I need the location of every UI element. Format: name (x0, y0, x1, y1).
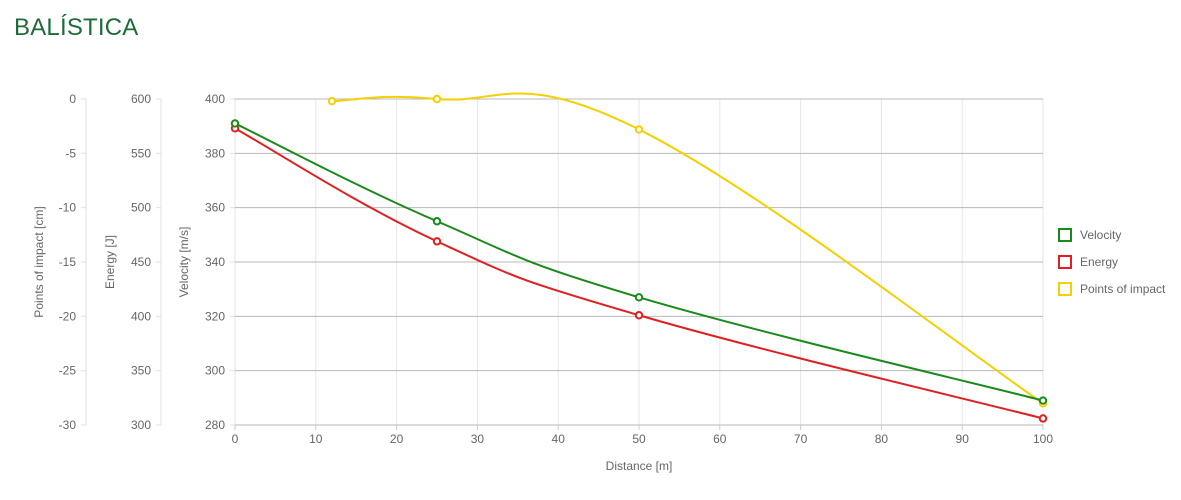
velocity-tick-label: 340 (205, 255, 225, 269)
velocity-point[interactable] (1038, 396, 1048, 405)
points-of-impact-point[interactable] (327, 96, 337, 106)
poi-tick-label: -25 (59, 364, 77, 378)
series-points-of-impact (327, 92, 1048, 408)
legend-swatch (1058, 255, 1072, 269)
x-tick-label: 30 (471, 432, 485, 446)
velocity-axis-title: Velocity [m/s] (177, 227, 191, 298)
poi-tick-label: -10 (59, 201, 77, 215)
velocity-point[interactable] (634, 293, 644, 302)
grid (234, 98, 1044, 426)
energy-point[interactable] (432, 237, 442, 246)
x-tick-label: 100 (1033, 432, 1053, 446)
x-tick-label: 80 (875, 432, 889, 446)
series-velocity (230, 119, 1048, 405)
poi-tick-label: -30 (59, 418, 77, 432)
velocity-tick-label: 320 (205, 309, 225, 323)
velocity-tick-label: 280 (205, 418, 225, 432)
velocity-line (234, 122, 1044, 402)
energy-tick-label: 600 (131, 92, 151, 106)
legend-item-velocity[interactable]: Velocity (1058, 228, 1121, 242)
velocity-tick-label: 380 (205, 146, 225, 160)
energy-tick-label: 500 (131, 201, 151, 215)
page-title: BALÍSTICA (14, 14, 139, 41)
x-tick-label: 70 (794, 432, 808, 446)
x-tick-label: 40 (552, 432, 566, 446)
series-energy (230, 124, 1048, 423)
energy-point[interactable] (634, 311, 644, 320)
points-of-impact-point[interactable] (432, 94, 442, 104)
velocity-tick-label: 400 (205, 92, 225, 106)
energy-tick-label: 550 (131, 146, 151, 160)
x-tick-label: 50 (632, 432, 646, 446)
energy-tick-label: 400 (131, 309, 151, 323)
velocity-point[interactable] (432, 217, 442, 226)
poi-tick-label: -20 (59, 309, 77, 323)
velocity-tick-label: 360 (205, 201, 225, 215)
energy-tick-label: 350 (131, 364, 151, 378)
velocity-tick-label: 300 (205, 364, 225, 378)
legend-item-points-of-impact[interactable]: Points of impact (1058, 282, 1166, 296)
legend-item-energy[interactable]: Energy (1058, 255, 1118, 269)
velocity-point[interactable] (230, 119, 240, 128)
energy-point[interactable] (1038, 414, 1048, 423)
x-axis-title: Distance [m] (606, 459, 673, 473)
legend: Velocity Energy Points of impact (1058, 228, 1166, 296)
legend-swatch (1058, 228, 1072, 242)
poi-tick-label: -15 (59, 255, 77, 269)
legend-label: Points of impact (1080, 282, 1166, 296)
energy-tick-label: 300 (131, 418, 151, 432)
points-of-impact-line (331, 92, 1044, 405)
legend-label: Energy (1080, 255, 1118, 269)
poi-axis-title: Points of impact [cm] (32, 206, 46, 317)
x-tick-label: 60 (713, 432, 727, 446)
energy-tick-label: 450 (131, 255, 151, 269)
poi-tick-label: 0 (69, 92, 76, 106)
energy-line (234, 127, 1044, 420)
legend-label: Velocity (1080, 228, 1121, 242)
series (230, 92, 1048, 423)
legend-swatch (1058, 282, 1072, 296)
points-of-impact-point[interactable] (634, 125, 644, 134)
x-tick-label: 90 (956, 432, 970, 446)
energy-axis-title: Energy [J] (103, 235, 117, 289)
x-tick-label: 10 (309, 432, 323, 446)
poi-tick-label: -5 (65, 146, 76, 160)
axes: 0 10 20 30 40 50 60 70 80 90 100 280 300 320 340 360 380… (32, 92, 1053, 473)
x-tick-label: 20 (390, 432, 404, 446)
x-tick-label: 0 (232, 432, 239, 446)
